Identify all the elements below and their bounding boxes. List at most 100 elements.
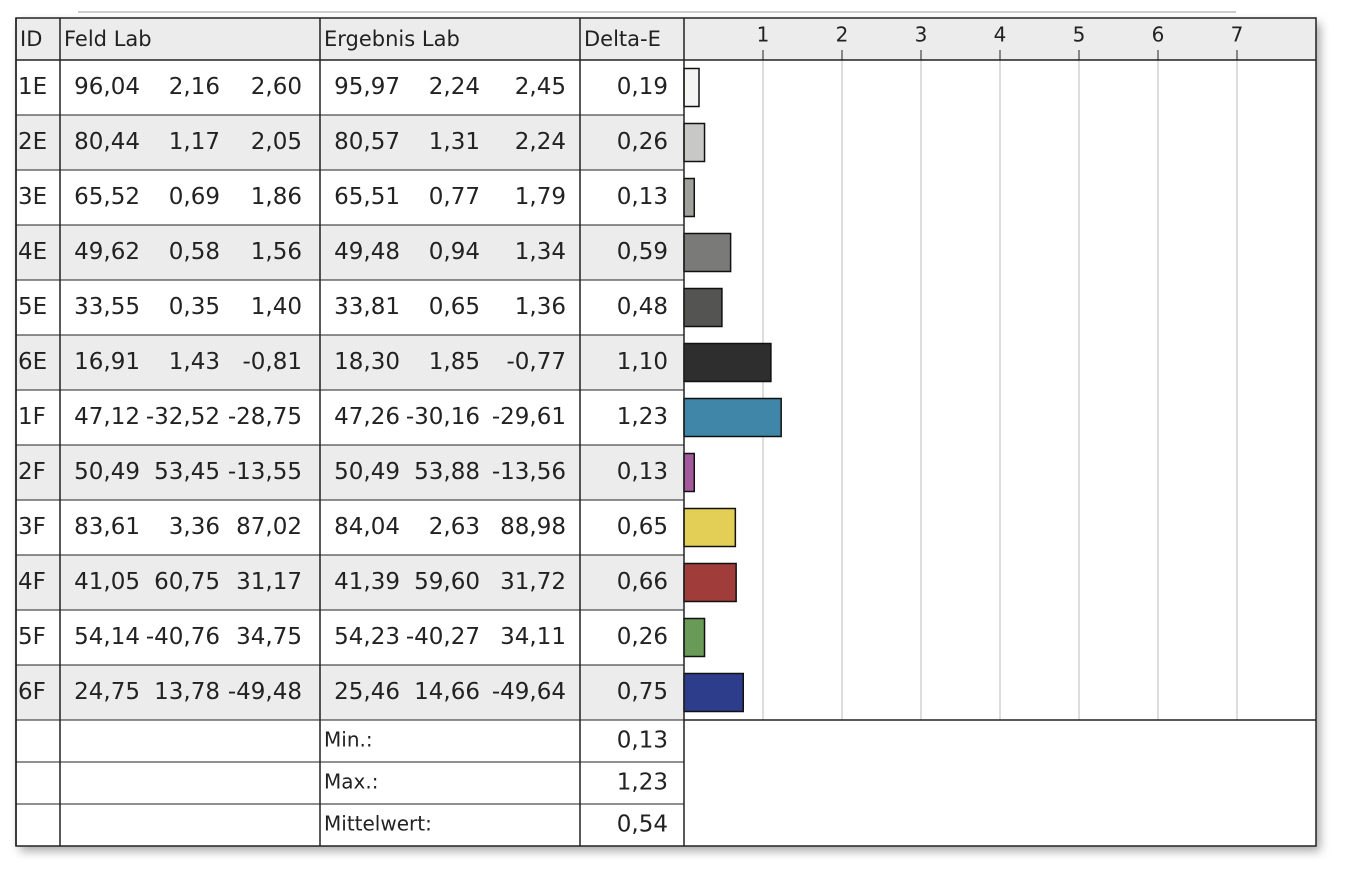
ergebnis-lab-value: 49,48	[334, 239, 400, 265]
bar	[683, 562, 737, 603]
ergebnis-lab-value: 34,11	[500, 624, 566, 650]
ergebnis-lab-value: 2,24	[429, 74, 480, 100]
bar	[683, 452, 696, 493]
row-id: 3F	[18, 514, 46, 540]
x-tick-label: 4	[994, 23, 1007, 47]
row-id: 1F	[18, 404, 46, 430]
ergebnis-lab-value: 18,30	[334, 349, 400, 375]
feld-lab-value: 47,12	[74, 404, 140, 430]
row-shade	[16, 335, 684, 390]
bar	[683, 122, 706, 163]
row-id: 5E	[18, 294, 47, 320]
row-id: 6F	[18, 679, 46, 705]
ergebnis-lab-value: 1,31	[429, 129, 480, 155]
row-id: 3E	[18, 184, 47, 210]
delta-e-value: 0,66	[617, 569, 668, 595]
bar	[683, 617, 706, 658]
feld-lab-value: -13,55	[228, 459, 302, 485]
delta-e-value: 0,65	[617, 514, 668, 540]
delta-e-value: 0,26	[617, 129, 668, 155]
delta-e-value: 0,13	[617, 184, 668, 210]
feld-lab-value: 2,05	[251, 129, 302, 155]
row-shade	[16, 445, 684, 500]
feld-lab-value: 16,91	[74, 349, 140, 375]
feld-lab-value: 24,75	[74, 679, 140, 705]
feld-lab-value: -40,76	[146, 624, 220, 650]
ergebnis-lab-value: 1,85	[429, 349, 480, 375]
row-id: 4F	[18, 569, 46, 595]
feld-lab-value: 50,49	[74, 459, 140, 485]
ergebnis-lab-value: 0,94	[429, 239, 480, 265]
feld-lab-value: 3,36	[169, 514, 220, 540]
feld-lab-value: 65,52	[74, 184, 140, 210]
ergebnis-lab-value: 95,97	[334, 74, 400, 100]
bar	[683, 287, 723, 328]
ergebnis-lab-value: 31,72	[500, 569, 566, 595]
feld-lab-value: 0,69	[169, 184, 220, 210]
summary-value: 0,54	[617, 812, 668, 838]
feld-lab-value: -28,75	[228, 404, 302, 430]
row-id: 1E	[18, 74, 47, 100]
x-tick-label: 7	[1231, 23, 1244, 47]
delta-e-value: 0,13	[617, 459, 668, 485]
row-id: 2E	[18, 129, 47, 155]
header-bg	[16, 18, 1316, 60]
bar	[683, 232, 732, 273]
ergebnis-lab-value: 14,66	[414, 679, 480, 705]
ergebnis-lab-value: 88,98	[500, 514, 566, 540]
feld-lab-value: 33,55	[74, 294, 140, 320]
ergebnis-lab-value: 80,57	[334, 129, 400, 155]
feld-lab-value: 54,14	[74, 624, 140, 650]
row-id: 4E	[18, 239, 47, 265]
ergebnis-lab-value: 33,81	[334, 294, 400, 320]
feld-lab-value: 1,56	[251, 239, 302, 265]
feld-lab-value: -49,48	[228, 679, 302, 705]
bar	[683, 67, 700, 108]
feld-lab-value: 2,60	[251, 74, 302, 100]
x-tick-label: 5	[1073, 23, 1086, 47]
outer-border	[15, 17, 1317, 847]
row-id: 6E	[18, 349, 47, 375]
feld-lab-value: 1,40	[251, 294, 302, 320]
summary-label: Max.:	[324, 770, 378, 794]
feld-lab-value: 49,62	[74, 239, 140, 265]
ergebnis-lab-value: -29,61	[492, 404, 566, 430]
feld-lab-value: 2,16	[169, 74, 220, 100]
ergebnis-lab-value: 65,51	[334, 184, 400, 210]
feld-lab-value: 13,78	[154, 679, 220, 705]
summary-value: 0,13	[617, 728, 668, 754]
summary-label: Min.:	[324, 728, 373, 752]
summary-value: 1,23	[617, 770, 668, 796]
column-header: ID	[20, 27, 42, 51]
bar	[683, 672, 744, 713]
ergebnis-lab-value: -49,64	[492, 679, 566, 705]
column-header: Ergebnis Lab	[324, 27, 460, 51]
ergebnis-lab-value: 1,36	[515, 294, 566, 320]
feld-lab-value: 1,86	[251, 184, 302, 210]
feld-lab-value: 41,05	[74, 569, 140, 595]
ergebnis-lab-value: 1,34	[515, 239, 566, 265]
x-tick-label: 2	[836, 23, 849, 47]
x-tick-label: 3	[915, 23, 928, 47]
bar	[683, 342, 772, 383]
ergebnis-lab-value: -30,16	[406, 404, 480, 430]
bar	[683, 507, 737, 548]
ergebnis-lab-value: 0,77	[429, 184, 480, 210]
feld-lab-value: 0,58	[169, 239, 220, 265]
ergebnis-lab-value: -40,27	[406, 624, 480, 650]
feld-lab-value: 34,75	[236, 624, 302, 650]
ergebnis-lab-value: 84,04	[334, 514, 400, 540]
summary-label: Mittelwert:	[324, 812, 432, 836]
feld-lab-value: 53,45	[154, 459, 220, 485]
bar	[683, 177, 696, 218]
ergebnis-lab-value: -13,56	[492, 459, 566, 485]
column-header: Delta-E	[584, 27, 661, 51]
x-tick-label: 1	[757, 23, 770, 47]
feld-lab-value: 83,61	[74, 514, 140, 540]
ergebnis-lab-value: 50,49	[334, 459, 400, 485]
feld-lab-value: 31,17	[236, 569, 302, 595]
feld-lab-value: -0,81	[242, 349, 302, 375]
feld-lab-value: 1,43	[169, 349, 220, 375]
row-shade	[16, 665, 684, 720]
